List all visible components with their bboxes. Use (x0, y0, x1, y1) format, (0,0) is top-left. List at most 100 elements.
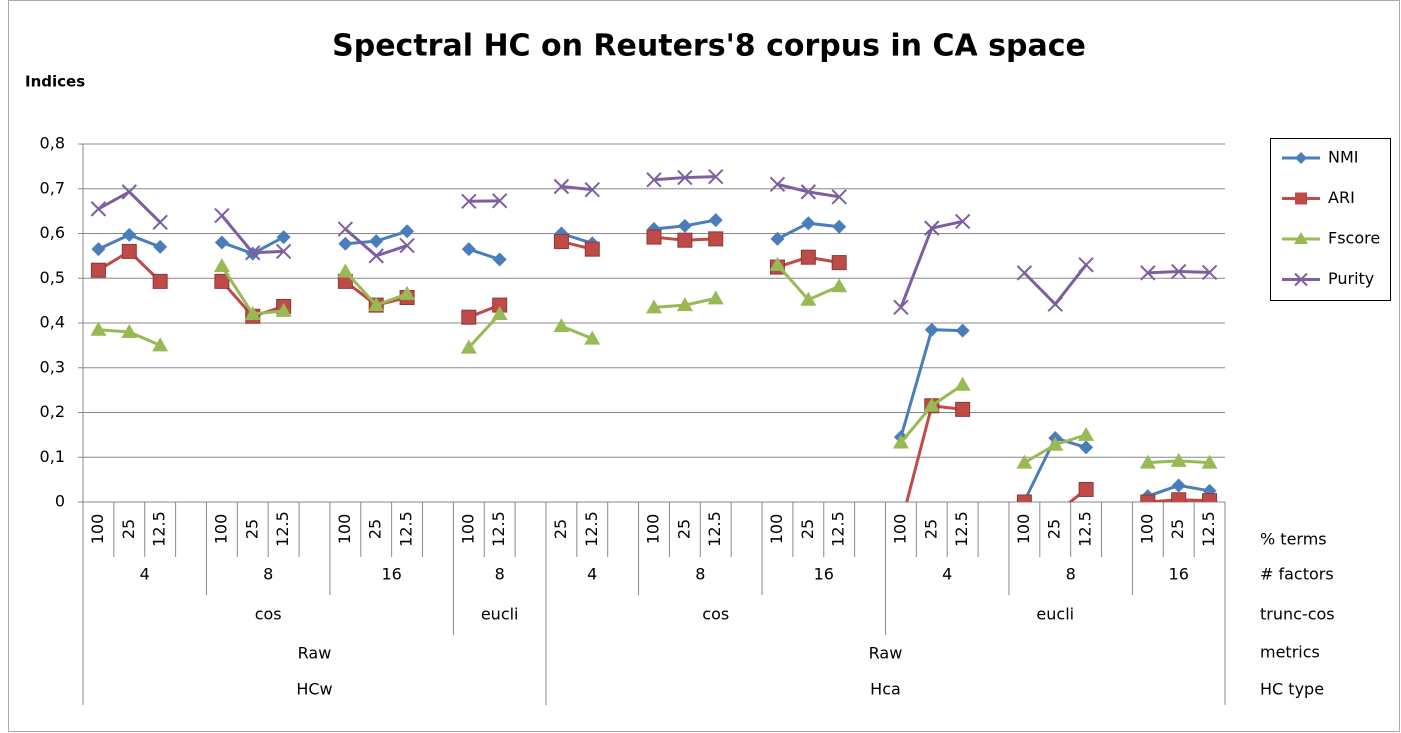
x-tick-label: 12.5 (705, 511, 724, 547)
marker (800, 184, 817, 200)
marker (1078, 426, 1095, 441)
marker (275, 243, 292, 260)
x-tick-label: 100 (1014, 514, 1033, 545)
group-label: Raw (869, 644, 903, 663)
x-tick-label: 25 (551, 519, 570, 539)
marker (553, 178, 570, 195)
marker (1016, 265, 1033, 281)
x-tick-label: 12.5 (150, 511, 169, 547)
x-tick-label: 100 (1137, 514, 1156, 545)
group-label: 8 (1066, 565, 1076, 584)
marker (646, 229, 662, 245)
marker (244, 306, 261, 321)
group-label: eucli (1036, 605, 1074, 624)
x-tick-label: 100 (767, 514, 786, 545)
x-tick-label: 25 (1045, 519, 1064, 539)
marker (491, 193, 508, 209)
marker (955, 323, 970, 338)
x-tick-label: 25 (366, 519, 385, 539)
group-label: cos (255, 605, 282, 624)
marker (337, 221, 354, 237)
marker (769, 256, 786, 271)
marker (90, 321, 107, 336)
level-name: HC type (1260, 680, 1324, 699)
marker (584, 241, 600, 257)
x-tick-label: 100 (88, 514, 107, 545)
marker (369, 234, 384, 249)
marker (276, 230, 291, 245)
marker (584, 181, 600, 198)
marker (492, 252, 507, 267)
marker (800, 291, 817, 306)
marker (1140, 494, 1156, 502)
group-label: Hca (870, 680, 901, 699)
group-label: 16 (1169, 565, 1189, 584)
y-tick-label: 0,4 (40, 313, 65, 332)
marker (368, 248, 384, 264)
x-tick-label: 25 (921, 519, 940, 539)
level-name: % terms (1260, 530, 1327, 549)
marker (708, 213, 723, 228)
marker (924, 220, 940, 236)
marker (1170, 263, 1187, 280)
group-label: cos (702, 605, 729, 624)
x-tick-label: 12.5 (829, 511, 848, 547)
marker (1047, 296, 1063, 312)
legend-label: Fscore (1328, 229, 1380, 248)
marker (460, 339, 477, 354)
marker (1201, 454, 1218, 469)
level-name: trunc-cos (1260, 605, 1335, 624)
x-tick-label: 12.5 (952, 511, 971, 547)
x-tick-label: 12.5 (582, 511, 601, 547)
marker (800, 249, 816, 265)
marker (400, 224, 415, 239)
x-tick-label: 100 (458, 514, 477, 545)
legend-label: NMI (1328, 148, 1359, 167)
chart-title: Spectral HC on Reuters'8 corpus in CA sp… (332, 29, 1086, 64)
marker (90, 201, 107, 217)
x-tick-label: 100 (890, 514, 909, 545)
legend-box (1270, 138, 1391, 301)
group-label: HCw (296, 680, 332, 699)
y-tick-label: 0,8 (40, 134, 65, 153)
marker (832, 219, 847, 234)
x-tick-label: 12.5 (1076, 511, 1095, 547)
marker (677, 232, 693, 248)
marker (121, 243, 137, 259)
x-tick-label: 100 (335, 514, 354, 545)
legend-label: Purity (1328, 269, 1374, 288)
marker (1078, 257, 1094, 273)
marker (1171, 478, 1186, 493)
marker (153, 239, 168, 254)
marker (152, 273, 168, 289)
y-tick-label: 0 (55, 492, 65, 511)
series-line (97, 235, 1210, 502)
legend-marker (1294, 232, 1308, 244)
group-label: 8 (263, 565, 273, 584)
marker (399, 285, 416, 300)
marker (924, 322, 939, 337)
legend-label: ARI (1328, 188, 1355, 207)
y-tick-label: 0,5 (40, 268, 65, 287)
x-tick-label: 12.5 (273, 511, 292, 547)
marker (213, 258, 230, 273)
marker (1079, 440, 1094, 455)
marker (1048, 507, 1062, 521)
marker (275, 302, 292, 317)
marker (152, 337, 169, 352)
marker (1078, 481, 1094, 497)
legend-marker (1295, 192, 1307, 205)
marker (1016, 494, 1032, 502)
y-tick-label: 0,1 (40, 447, 65, 466)
marker (121, 184, 138, 200)
marker (707, 290, 724, 305)
marker (121, 323, 138, 338)
marker (801, 216, 816, 231)
series-line (98, 263, 1210, 465)
marker (461, 309, 477, 325)
marker (214, 207, 230, 224)
group-label: 8 (695, 565, 705, 584)
marker (91, 242, 106, 257)
x-tick-label: 12.5 (1199, 511, 1218, 547)
x-tick-label: 25 (674, 519, 693, 539)
